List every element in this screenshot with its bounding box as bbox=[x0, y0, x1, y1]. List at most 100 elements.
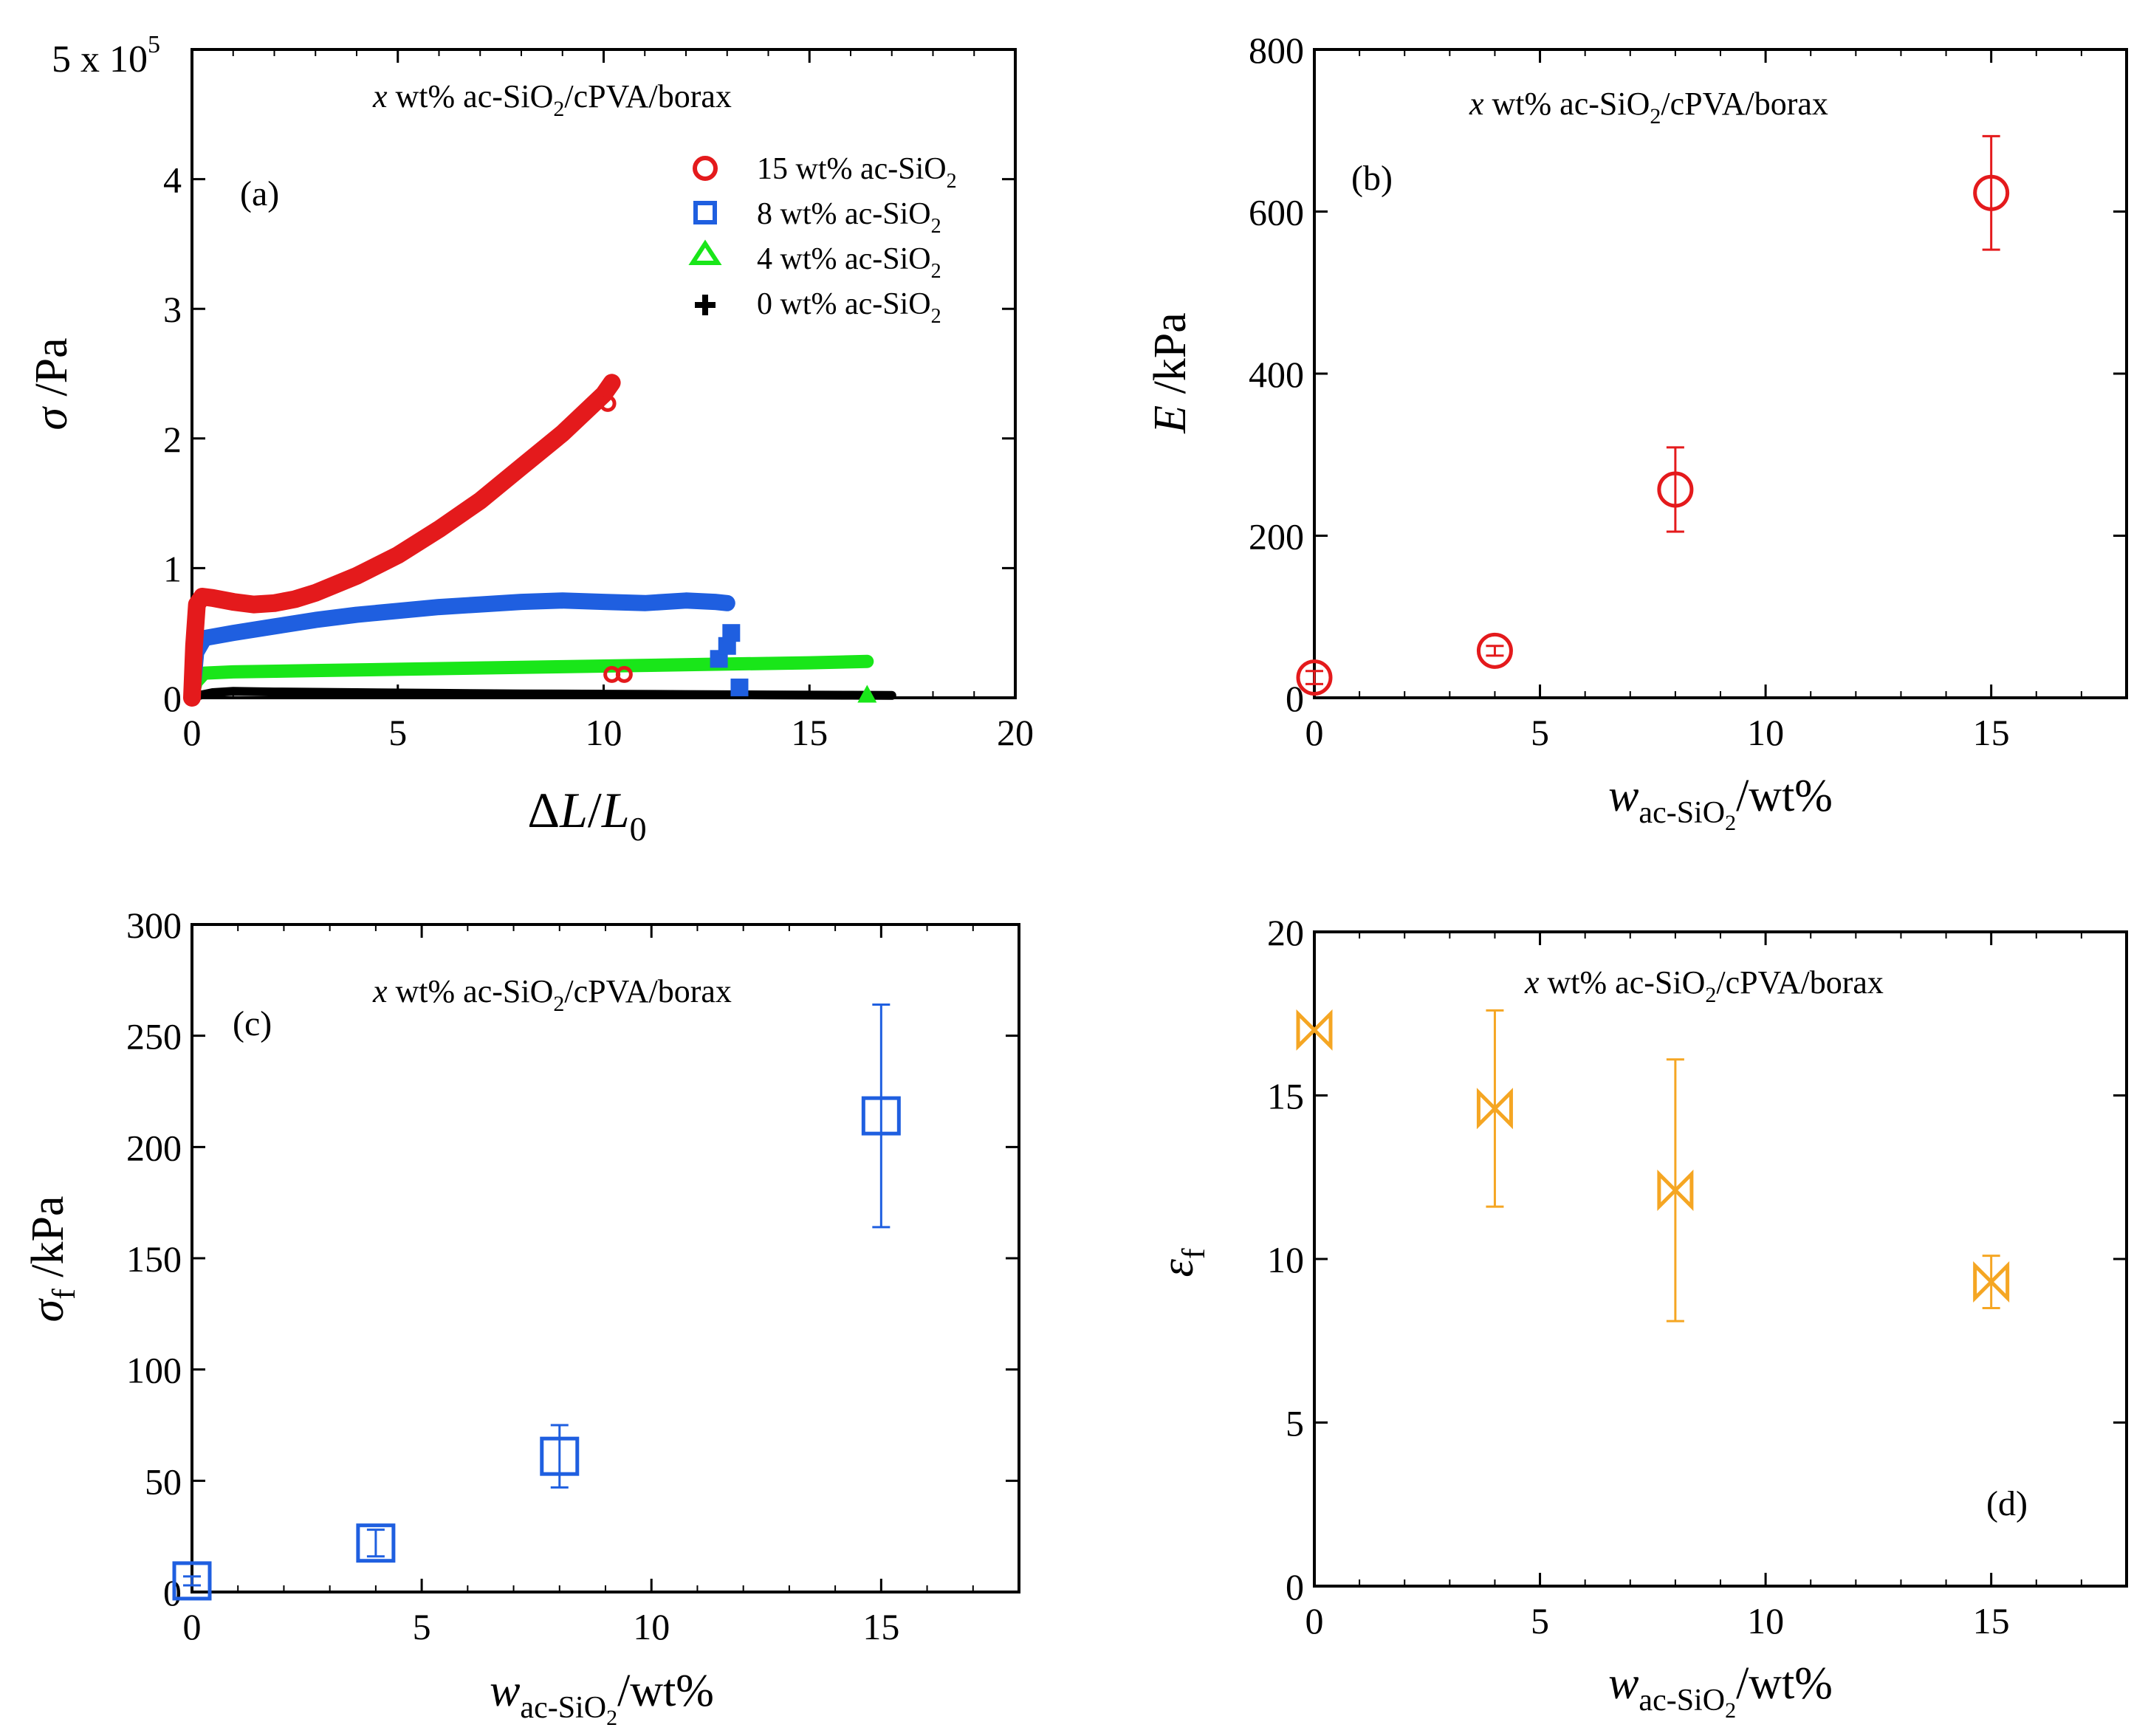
data-point-circle bbox=[599, 394, 617, 412]
x-tick-label: 20 bbox=[997, 712, 1034, 753]
x-tick-label: 0 bbox=[183, 712, 202, 753]
panel-d-ticks: 0 5 10 15 0 5 10 15 20 bbox=[1267, 912, 2127, 1641]
legend-label-15wt: 15 wt% ac-SiO2 bbox=[757, 152, 957, 193]
legend-marker-plus bbox=[695, 295, 716, 315]
data-point-circle bbox=[1973, 174, 2010, 211]
legend-label-4wt: 4 wt% ac-SiO2 bbox=[757, 242, 941, 283]
series-line-circle bbox=[183, 374, 621, 707]
y-tick-label: 10 bbox=[1267, 1239, 1304, 1280]
y-tick-label: 200 bbox=[126, 1127, 182, 1168]
y-tick-label: 300 bbox=[126, 905, 182, 946]
x-tick-label: 15 bbox=[1973, 1600, 2010, 1641]
x-tick-label: 5 bbox=[1531, 1600, 1549, 1641]
legend-label-0wt: 0 wt% ac-SiO2 bbox=[757, 287, 941, 328]
panel-c-frame bbox=[191, 923, 1020, 1593]
panel-d-data bbox=[1296, 1009, 2010, 1322]
panel-c-y-axis-title: σf /kPa bbox=[23, 1196, 82, 1322]
y-tick-label: 1 bbox=[163, 548, 182, 589]
x-tick-label: 10 bbox=[1747, 1600, 1784, 1641]
data-point-triangle bbox=[857, 685, 877, 703]
panel-a-y-axis-title: σ /Pa bbox=[27, 337, 77, 430]
x-tick-label: 10 bbox=[1747, 712, 1784, 753]
x-tick-label: 10 bbox=[586, 712, 622, 753]
data-point-circle bbox=[1476, 632, 1513, 669]
y-tick-label: 3 bbox=[163, 289, 182, 330]
panel-d-x-axis-title: wac-SiO2/wt% bbox=[1608, 1658, 1833, 1723]
legend-entry-4wt: 4 wt% ac-SiO2 bbox=[688, 239, 941, 283]
y-tick-label: 600 bbox=[1249, 192, 1304, 233]
y-tick-label: 5 bbox=[1286, 1403, 1304, 1444]
x-tick-label: 5 bbox=[413, 1606, 431, 1647]
series-line-square bbox=[184, 592, 735, 706]
x-tick-label: 5 bbox=[388, 712, 407, 753]
panel-a-label: (a) bbox=[240, 174, 279, 213]
x-tick-label: 15 bbox=[791, 712, 828, 753]
panel-a-sample-label: x wt% ac-SiO2/cPVA/borax bbox=[372, 78, 732, 121]
panel-c-data bbox=[172, 1003, 901, 1601]
y-tick-label: 400 bbox=[1249, 354, 1304, 395]
panel-b-label: (b) bbox=[1351, 159, 1393, 198]
panel-b-frame bbox=[1313, 48, 2128, 699]
data-point-bowtie bbox=[1973, 1260, 2010, 1303]
x-tick-label: 5 bbox=[1531, 712, 1549, 753]
legend-marker-circle bbox=[693, 156, 718, 181]
panel-c-x-axis-title: wac-SiO2/wt% bbox=[490, 1666, 714, 1730]
data-point-circle bbox=[615, 665, 633, 683]
panel-a-legend: 15 wt% ac-SiO2 8 wt% ac-SiO2 4 wt% ac-Si… bbox=[688, 152, 957, 328]
y-tick-label: 100 bbox=[126, 1350, 182, 1391]
data-point-square bbox=[172, 1561, 212, 1601]
panel-b-data bbox=[1296, 134, 2010, 696]
x-tick-label: 0 bbox=[1305, 1600, 1324, 1641]
legend-marker-square bbox=[693, 201, 717, 224]
panel-a-y-multiplier: 5 x 105 bbox=[52, 31, 160, 80]
data-point-circle bbox=[1296, 659, 1333, 696]
data-point-square bbox=[730, 678, 749, 696]
data-point-square bbox=[722, 624, 741, 642]
panel-d-sample-label: x wt% ac-SiO2/cPVA/borax bbox=[1524, 964, 1884, 1007]
panel-b-y-axis-title: E /kPa bbox=[1145, 312, 1195, 434]
panel-c-label: (c) bbox=[233, 1004, 272, 1043]
y-tick-label: 0 bbox=[163, 678, 182, 719]
legend-entry-0wt: 0 wt% ac-SiO2 bbox=[695, 287, 941, 328]
y-tick-label: 800 bbox=[1249, 30, 1304, 71]
panel-a-data bbox=[183, 374, 896, 707]
series-line-triangle bbox=[185, 654, 874, 704]
x-tick-label: 0 bbox=[1305, 712, 1324, 753]
y-tick-label: 50 bbox=[145, 1461, 182, 1502]
data-point-square bbox=[861, 1096, 901, 1136]
x-tick-label: 0 bbox=[183, 1606, 202, 1647]
panel-b-x-axis-title: wac-SiO2/wt% bbox=[1608, 771, 1833, 835]
panel-a-ticks: 0 5 10 15 20 0 1 2 3 4 bbox=[163, 49, 1034, 753]
data-point-bowtie bbox=[1657, 1169, 1694, 1212]
y-tick-label: 15 bbox=[1267, 1076, 1304, 1117]
data-point-square bbox=[540, 1436, 580, 1476]
x-tick-label: 15 bbox=[1973, 712, 2010, 753]
x-tick-label: 10 bbox=[633, 1606, 670, 1647]
panel-d-label: (d) bbox=[1986, 1484, 2028, 1523]
y-tick-label: 250 bbox=[126, 1016, 182, 1057]
y-tick-label: 0 bbox=[1286, 1566, 1304, 1608]
series-line-plus bbox=[188, 687, 896, 702]
legend-entry-8wt: 8 wt% ac-SiO2 bbox=[693, 197, 941, 238]
panel-a-x-axis-title: ΔL/L0 bbox=[527, 782, 646, 848]
y-tick-label: 2 bbox=[163, 419, 182, 460]
legend-entry-15wt: 15 wt% ac-SiO2 bbox=[693, 152, 957, 193]
panel-d-y-axis-title: εf bbox=[1153, 1248, 1212, 1277]
data-point-bowtie bbox=[1296, 1009, 1333, 1051]
y-tick-label: 200 bbox=[1249, 516, 1304, 557]
y-tick-label: 4 bbox=[163, 159, 182, 201]
panel-a: 0 5 10 15 20 0 1 2 3 4 5 x 105 (a) x wt% ac-SiO2/… bbox=[27, 31, 1034, 848]
data-point-circle bbox=[1657, 471, 1694, 508]
data-point-square bbox=[356, 1523, 396, 1563]
y-tick-label: 150 bbox=[126, 1238, 182, 1280]
panel-c-sample-label: x wt% ac-SiO2/cPVA/borax bbox=[372, 973, 732, 1016]
legend-label-8wt: 8 wt% ac-SiO2 bbox=[757, 197, 941, 238]
legend-marker-triangle bbox=[688, 239, 722, 265]
x-tick-label: 15 bbox=[862, 1606, 899, 1647]
